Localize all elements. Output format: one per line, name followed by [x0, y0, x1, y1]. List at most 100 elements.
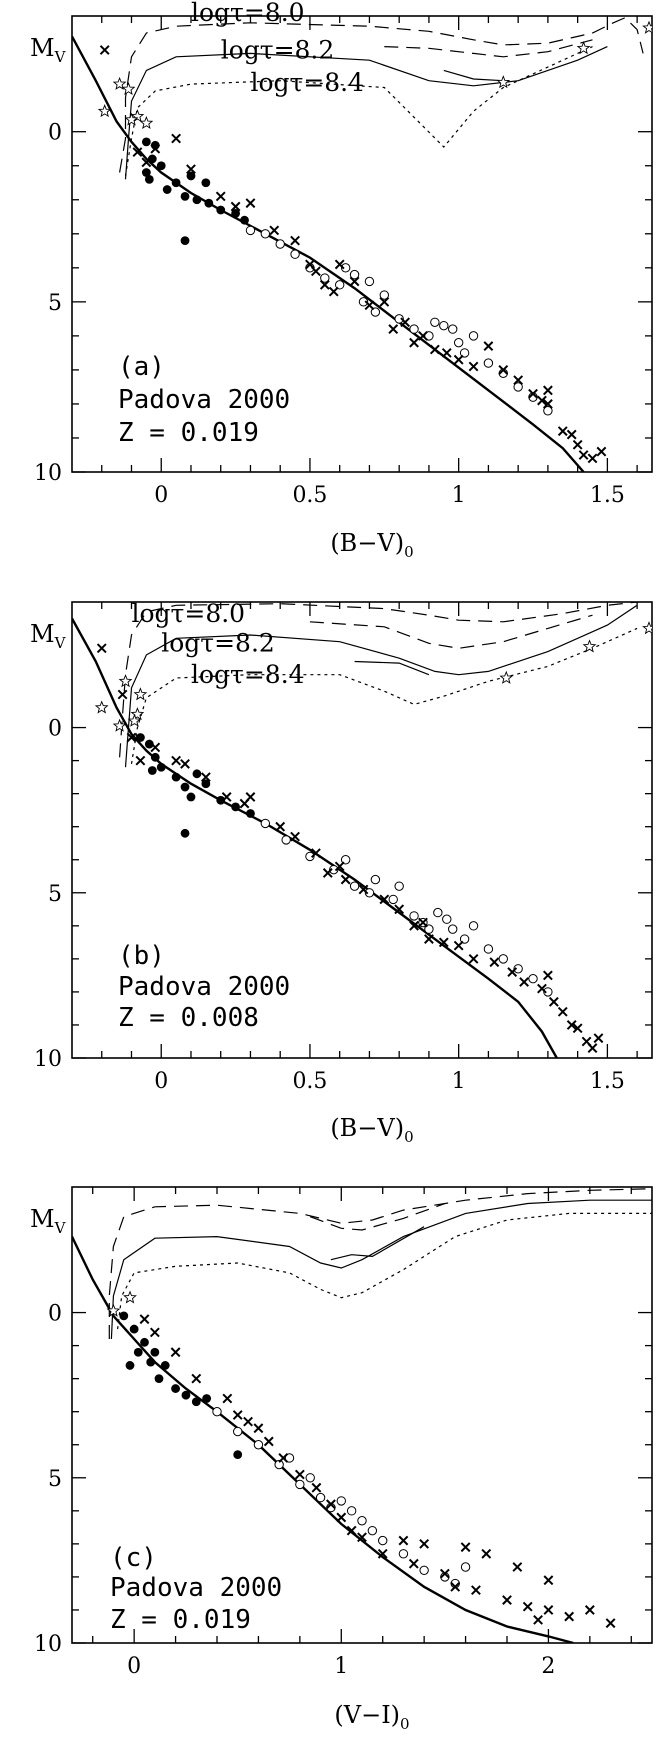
- x-axis-label: (B−V)0: [330, 1114, 413, 1146]
- y-axis-label: MV: [30, 34, 67, 66]
- open-circle-point: [448, 324, 458, 334]
- cross-point: [557, 426, 568, 437]
- cross-point: [334, 259, 345, 270]
- cross-point: [215, 191, 226, 202]
- cross-point: [364, 300, 375, 311]
- open-circle-point: [459, 348, 470, 358]
- cross-point: [398, 1535, 409, 1546]
- open-circle-point: [543, 987, 553, 997]
- cross-point: [221, 792, 232, 802]
- cross-point: [336, 1512, 347, 1523]
- cross-point: [519, 977, 530, 987]
- isochrone-line: [119, 602, 638, 758]
- open-circle-point: [233, 1426, 243, 1437]
- cross-point: [587, 1043, 598, 1053]
- cross-point: [543, 1605, 554, 1615]
- cross-point: [311, 1482, 322, 1493]
- open-circle-point: [260, 229, 271, 239]
- star-marker: [118, 674, 133, 688]
- filled-circle-point: [146, 1357, 156, 1367]
- filled-circle-point: [119, 1311, 129, 1321]
- star-marker: [112, 718, 127, 732]
- cross-point: [358, 884, 369, 895]
- cross-point: [587, 453, 598, 464]
- open-circle-point: [453, 337, 464, 348]
- filled-circle-point: [171, 1384, 180, 1393]
- metallicity-label: Z = 0.019: [118, 418, 259, 448]
- cross-point: [424, 934, 434, 944]
- open-circle-point: [398, 1549, 409, 1559]
- y-axis-label-subscript: V: [54, 634, 67, 652]
- open-circle-point: [468, 921, 479, 931]
- cross-point: [319, 279, 330, 290]
- filled-circle-point: [125, 1361, 135, 1370]
- filled-circle-point: [231, 208, 240, 218]
- x-tick-label: 2: [541, 1654, 555, 1679]
- y-axis-label-subscript: V: [54, 48, 67, 66]
- metallicity-label: Z = 0.019: [110, 1605, 251, 1635]
- cross-point: [394, 904, 405, 915]
- cross-point: [537, 395, 547, 406]
- cross-point: [453, 940, 464, 951]
- isochrone-label: logτ=8.4: [250, 68, 364, 97]
- star-marker: [123, 1290, 137, 1304]
- star-marker: [124, 112, 139, 126]
- open-circle-point: [334, 280, 345, 290]
- cross-point: [290, 831, 300, 842]
- cross-point: [542, 385, 553, 396]
- cross-point: [483, 341, 494, 351]
- open-circle-point: [370, 307, 381, 317]
- open-circle-point: [320, 273, 330, 283]
- cross-point: [171, 755, 182, 766]
- cross-point: [481, 1548, 492, 1559]
- open-circle-point: [388, 894, 398, 905]
- isochrone-line: [124, 604, 638, 768]
- filled-circle-point: [191, 1397, 201, 1407]
- isochrone-label: logτ=8.2: [221, 36, 335, 65]
- open-circle-point: [329, 864, 339, 875]
- cross-point: [253, 1423, 264, 1434]
- star-marker: [94, 700, 109, 714]
- cross-point: [418, 330, 428, 341]
- cross-point: [263, 1436, 274, 1447]
- filled-circle-point: [201, 779, 211, 789]
- y-axis-label: MV: [30, 620, 67, 652]
- open-circle-point: [358, 297, 369, 307]
- open-circle-point: [290, 249, 300, 259]
- cross-point: [334, 861, 345, 872]
- open-circle-point: [357, 1516, 367, 1526]
- open-circle-point: [367, 1525, 378, 1536]
- cross-point: [149, 1327, 160, 1338]
- cross-point: [408, 1558, 419, 1569]
- open-circle-point: [346, 1506, 357, 1516]
- open-circle-point: [370, 874, 381, 885]
- filled-circle-point: [129, 1324, 139, 1334]
- filled-circle-point: [160, 1361, 170, 1370]
- filled-circle-point: [144, 174, 154, 184]
- isochrone-line: [330, 1226, 425, 1261]
- cross-point: [596, 446, 607, 457]
- isochrone-label: logτ=8.2: [161, 629, 275, 658]
- cross-point: [346, 1525, 357, 1536]
- cross-point: [357, 1532, 367, 1543]
- filled-circle-point: [216, 205, 226, 215]
- filled-circle-point: [180, 828, 190, 838]
- open-circle-point: [394, 314, 404, 324]
- x-tick-label: 0: [127, 1654, 141, 1679]
- x-tick-label: 0.5: [292, 483, 327, 508]
- star-marker: [121, 81, 136, 95]
- cross-point: [269, 225, 280, 236]
- cross-point: [522, 1601, 533, 1612]
- filled-circle-point: [180, 191, 190, 201]
- star-marker: [642, 20, 652, 34]
- x-tick-label: 1: [452, 483, 466, 508]
- open-circle-point: [336, 1496, 346, 1506]
- cross-point: [135, 755, 146, 766]
- cross-point: [528, 388, 538, 399]
- model-label: Padova 2000: [118, 385, 290, 415]
- cross-point: [243, 1416, 253, 1427]
- filled-circle-point: [136, 733, 145, 742]
- open-circle-point: [409, 324, 419, 334]
- filled-circle-point: [140, 1337, 149, 1347]
